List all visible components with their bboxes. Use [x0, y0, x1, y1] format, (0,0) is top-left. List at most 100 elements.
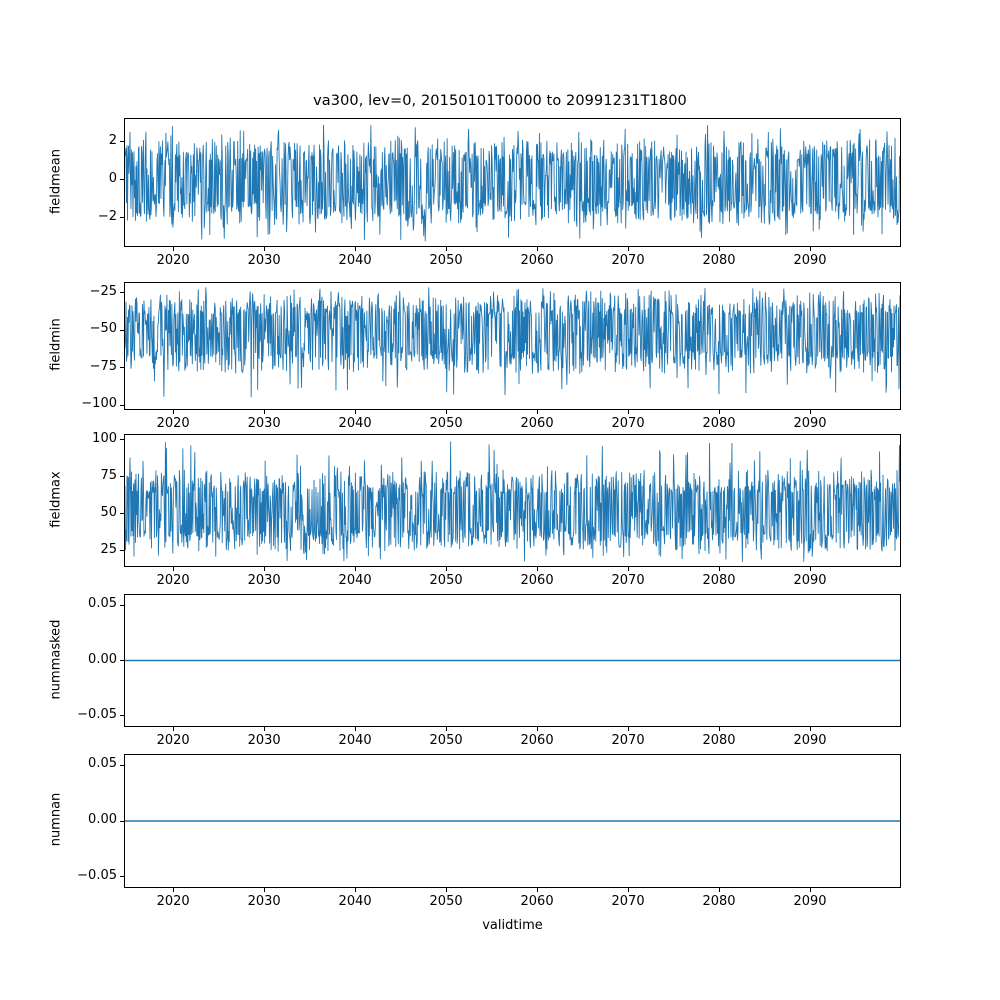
subplot-numnan — [124, 754, 901, 888]
ytick-mark-fieldmin-3 — [120, 404, 124, 407]
xtick-label-fieldmax-5: 2070 — [611, 573, 645, 588]
xtick-label-fieldmean-2: 2040 — [338, 253, 372, 268]
xtick-mark-nummasked-4 — [536, 727, 538, 731]
ytick-label-fieldmin-3: −100 — [81, 396, 117, 412]
ytick-mark-fieldmax-2 — [120, 513, 124, 515]
ytick-label-numnan-1: 0.00 — [88, 812, 117, 827]
subplot-fieldmean — [124, 118, 901, 247]
series-line-fieldmin — [125, 287, 900, 398]
xtick-label-nummasked-6: 2080 — [702, 733, 736, 748]
ytick-mark-fieldmin-2 — [120, 367, 124, 369]
ytick-mark-fieldmax-3 — [120, 550, 124, 552]
ytick-label-fieldmin-1: −50 — [89, 321, 117, 337]
xlabel-numnan: validtime — [482, 918, 543, 933]
ytick-mark-fieldmax-1 — [120, 476, 124, 478]
xtick-label-fieldmax-1: 2030 — [247, 573, 281, 588]
xtick-mark-nummasked-5 — [627, 727, 629, 731]
series-line-fieldmax — [125, 441, 900, 563]
xtick-label-numnan-6: 2080 — [702, 894, 736, 909]
xtick-mark-fieldmax-0 — [172, 567, 174, 571]
xtick-mark-numnan-4 — [536, 888, 538, 892]
figure-title: va300, lev=0, 20150101T0000 to 20991231T… — [313, 93, 687, 109]
xtick-mark-fieldmean-0 — [172, 247, 174, 251]
ytick-mark-nummasked-1 — [120, 660, 124, 662]
ytick-label-fieldmean-2: −2 — [97, 208, 117, 224]
xtick-label-fieldmax-7: 2090 — [793, 573, 827, 588]
xtick-label-fieldmin-6: 2080 — [702, 416, 736, 431]
xtick-label-nummasked-7: 2090 — [793, 733, 827, 748]
ytick-label-nummasked-2: −0.05 — [77, 706, 117, 722]
ytick-mark-fieldmin-1 — [120, 329, 124, 331]
xtick-label-fieldmax-3: 2050 — [429, 573, 463, 588]
xtick-mark-fieldmax-3 — [445, 567, 447, 571]
xtick-mark-fieldmax-5 — [627, 567, 629, 571]
ytick-mark-numnan-1 — [120, 820, 124, 822]
xtick-label-nummasked-3: 2050 — [429, 733, 463, 748]
ytick-label-fieldmax-3: 25 — [100, 541, 117, 557]
xtick-label-nummasked-0: 2020 — [156, 733, 190, 748]
ytick-mark-fieldmean-0 — [120, 141, 124, 143]
xtick-mark-fieldmean-4 — [536, 247, 538, 251]
xtick-mark-fieldmin-5 — [627, 410, 629, 414]
ytick-mark-fieldmin-0 — [120, 292, 124, 294]
ytick-mark-numnan-2 — [120, 876, 124, 878]
xtick-mark-fieldmean-7 — [809, 247, 811, 251]
xtick-mark-fieldmax-2 — [354, 567, 356, 571]
ytick-label-nummasked-0: 0.05 — [88, 596, 117, 612]
xtick-mark-fieldmean-6 — [718, 247, 720, 251]
xtick-label-nummasked-1: 2030 — [247, 733, 281, 748]
xtick-label-fieldmax-6: 2080 — [702, 573, 736, 588]
ytick-label-numnan-2: −0.05 — [77, 867, 117, 883]
xtick-label-numnan-7: 2090 — [793, 894, 827, 909]
xtick-mark-numnan-5 — [627, 888, 629, 892]
xtick-label-fieldmin-7: 2090 — [793, 416, 827, 431]
xtick-label-numnan-5: 2070 — [611, 894, 645, 909]
xtick-label-fieldmax-0: 2020 — [156, 573, 190, 588]
xtick-mark-fieldmax-7 — [809, 567, 811, 571]
xtick-mark-fieldmean-1 — [263, 247, 265, 251]
ytick-mark-numnan-0 — [120, 764, 124, 766]
xtick-mark-numnan-0 — [172, 888, 174, 892]
xtick-label-fieldmax-4: 2060 — [520, 573, 554, 588]
ylabel-numnan: numnan — [48, 792, 64, 847]
xtick-label-nummasked-4: 2060 — [520, 733, 554, 748]
xtick-label-nummasked-2: 2040 — [338, 733, 372, 748]
xtick-mark-fieldmin-7 — [809, 410, 811, 414]
xtick-label-fieldmin-5: 2070 — [611, 416, 645, 431]
xtick-label-numnan-4: 2060 — [520, 894, 554, 909]
xtick-mark-fieldmin-2 — [354, 410, 356, 414]
xtick-mark-numnan-2 — [354, 888, 356, 892]
ytick-mark-fieldmean-1 — [120, 179, 124, 181]
ytick-mark-fieldmax-0 — [120, 439, 124, 441]
xtick-mark-nummasked-6 — [718, 727, 720, 731]
xtick-label-numnan-0: 2020 — [156, 894, 190, 909]
xtick-label-fieldmin-2: 2040 — [338, 416, 372, 431]
xtick-mark-fieldmin-1 — [263, 410, 265, 414]
xtick-label-fieldmin-1: 2030 — [247, 416, 281, 431]
xtick-mark-nummasked-3 — [445, 727, 447, 731]
ytick-mark-nummasked-0 — [120, 604, 124, 606]
xtick-label-fieldmean-0: 2020 — [156, 253, 190, 268]
xtick-mark-fieldmax-4 — [536, 567, 538, 571]
xtick-mark-fieldmin-4 — [536, 410, 538, 414]
plot-area-nummasked — [125, 659, 900, 662]
ytick-label-fieldmax-0: 100 — [92, 430, 117, 446]
xtick-mark-fieldmean-5 — [627, 247, 629, 251]
xtick-mark-fieldmin-6 — [718, 410, 720, 414]
xtick-mark-fieldmin-3 — [445, 410, 447, 414]
ytick-label-fieldmax-1: 75 — [100, 467, 117, 483]
xtick-label-fieldmin-4: 2060 — [520, 416, 554, 431]
ytick-mark-fieldmean-2 — [120, 217, 124, 219]
xtick-label-fieldmean-6: 2080 — [702, 253, 736, 268]
xtick-mark-nummasked-7 — [809, 727, 811, 731]
plot-area-fieldmax — [125, 441, 900, 563]
plot-area-fieldmean — [125, 124, 900, 242]
ytick-label-fieldmean-1: 0 — [108, 170, 117, 186]
subplot-fieldmin — [124, 282, 901, 410]
xtick-mark-numnan-1 — [263, 888, 265, 892]
xtick-mark-numnan-3 — [445, 888, 447, 892]
ytick-label-nummasked-1: 0.00 — [88, 651, 117, 667]
series-line-fieldmean — [125, 124, 900, 242]
xtick-label-numnan-2: 2040 — [338, 894, 372, 909]
subplot-fieldmax — [124, 434, 901, 567]
